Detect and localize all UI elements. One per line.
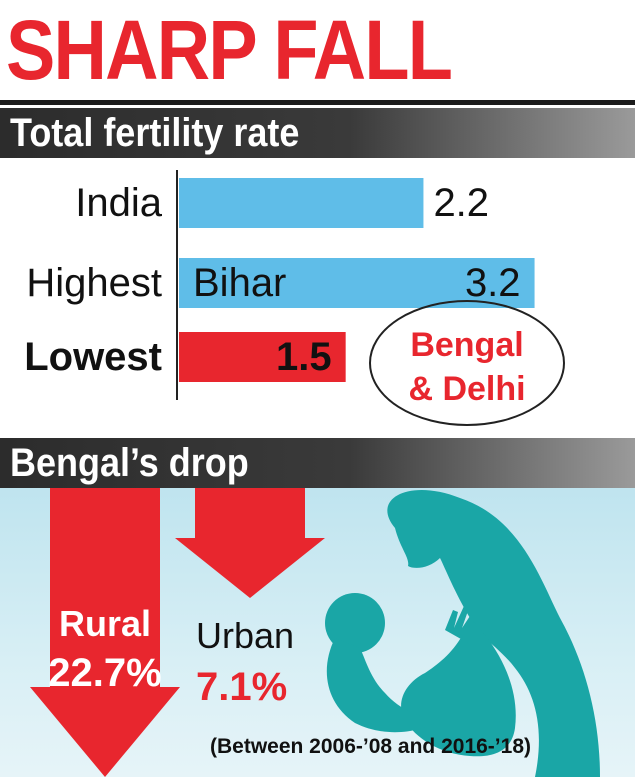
bengal-section-title: Bengal’s drop bbox=[10, 441, 249, 485]
label-urban: Urban bbox=[196, 615, 294, 656]
category-label-india: India bbox=[75, 181, 162, 225]
headline: SHARP FALL bbox=[6, 3, 453, 97]
bar-highest bbox=[179, 258, 535, 308]
bar-india bbox=[179, 178, 424, 228]
category-label-lowest: Lowest bbox=[24, 335, 162, 379]
period-note: (Between 2006-’08 and 2016-’18) bbox=[210, 735, 531, 758]
bengal-drop-chart: Rural 22.7% Urban 7.1% bbox=[30, 488, 600, 777]
fertility-section-bar bbox=[0, 108, 635, 158]
value-rural: 22.7% bbox=[48, 651, 161, 695]
down-arrow-icon-urban bbox=[175, 488, 325, 598]
bengal-section-bar bbox=[0, 438, 635, 488]
mother-child-silhouette-icon bbox=[325, 489, 600, 777]
value-label-india: 2.2 bbox=[433, 181, 489, 225]
value-label-lowest: 1.5 bbox=[276, 335, 332, 379]
annotation-line-2: & Delhi bbox=[408, 370, 525, 408]
bar-inner-label-highest: Bihar bbox=[193, 261, 286, 305]
down-arrow-icon-rural bbox=[30, 488, 180, 777]
bengal-delhi-circle bbox=[369, 300, 565, 426]
category-label-highest: Highest bbox=[26, 261, 162, 305]
bar-lowest bbox=[179, 332, 346, 382]
annotation-line-1: Bengal bbox=[410, 326, 523, 364]
value-label-highest: 3.2 bbox=[465, 261, 521, 305]
label-rural: Rural bbox=[59, 603, 151, 644]
headline-rule bbox=[0, 100, 635, 105]
fertility-section-title: Total fertility rate bbox=[10, 111, 300, 155]
value-urban: 7.1% bbox=[196, 665, 287, 709]
